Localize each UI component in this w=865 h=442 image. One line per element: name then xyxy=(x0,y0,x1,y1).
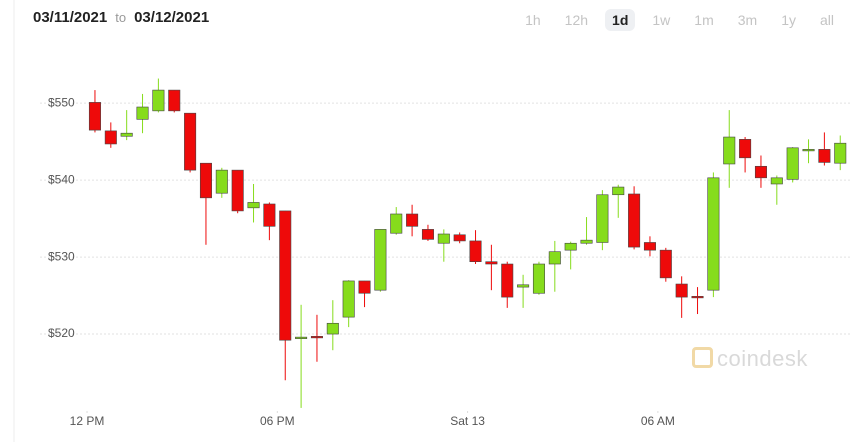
candle-body xyxy=(263,203,276,227)
range-button[interactable]: 1y xyxy=(781,12,796,28)
range-button[interactable]: 1h xyxy=(525,12,541,28)
candle-body xyxy=(326,322,339,335)
candle-body xyxy=(184,112,197,171)
candle-body xyxy=(707,177,720,291)
candle-body xyxy=(453,234,466,242)
x-tick-label: 12 PM xyxy=(70,414,105,428)
range-button[interactable]: 3m xyxy=(737,12,758,28)
candle-body xyxy=(754,165,767,179)
range-button[interactable]: 1w xyxy=(652,12,671,28)
candle-body xyxy=(358,280,371,294)
x-tick-label: Sat 13 xyxy=(450,414,485,428)
candle-body xyxy=(548,251,561,265)
candle-body xyxy=(580,239,593,244)
candle-body xyxy=(723,136,736,165)
candle-body xyxy=(295,336,308,339)
candle-body xyxy=(88,102,101,131)
date-range: 03/11/2021 to 03/12/2021 xyxy=(33,9,209,26)
candle-body xyxy=(786,147,799,180)
candle-body xyxy=(643,242,656,251)
y-tick-label: $550 xyxy=(48,95,75,109)
x-tick-label: 06 AM xyxy=(641,414,675,428)
candle-body xyxy=(342,280,355,318)
range-buttons: 1h 12h 1d 1w 1m 3m 1y all xyxy=(518,9,841,31)
candle-body xyxy=(501,263,514,298)
candle-body xyxy=(168,89,181,112)
start-date: 03/11/2021 xyxy=(33,9,108,26)
candle-body xyxy=(834,142,847,164)
candle-body xyxy=(691,296,704,299)
candle-body xyxy=(120,132,133,137)
candle-body xyxy=(199,162,212,199)
candle-body xyxy=(659,249,672,279)
range-button[interactable]: 1d xyxy=(605,9,636,31)
candle-body xyxy=(247,202,260,209)
candle-body xyxy=(152,89,165,112)
range-button[interactable]: 12h xyxy=(564,12,589,28)
candle-body xyxy=(770,177,783,185)
candle-body xyxy=(374,229,387,291)
candle-body xyxy=(818,149,831,163)
candle-body xyxy=(517,284,530,288)
watermark-icon xyxy=(692,347,713,368)
range-button[interactable]: all xyxy=(819,12,834,28)
watermark-text: coindesk xyxy=(717,346,808,371)
candle-body xyxy=(739,139,752,159)
candle-body xyxy=(612,186,625,196)
candle-body xyxy=(406,213,419,227)
candle-body xyxy=(421,229,434,240)
y-tick-label: $540 xyxy=(48,172,75,186)
candle-body xyxy=(437,233,450,244)
candle-body xyxy=(136,106,149,120)
candle-body xyxy=(485,261,498,265)
candle-body xyxy=(390,213,403,234)
candle-body xyxy=(469,240,482,263)
watermark: coindesk xyxy=(692,346,808,372)
candle-body xyxy=(532,263,545,294)
candle-body xyxy=(310,336,323,339)
candle-body xyxy=(104,130,117,145)
range-separator: to xyxy=(115,10,127,25)
candle-body xyxy=(231,169,244,212)
candle-body xyxy=(802,149,815,152)
candle-body xyxy=(675,283,688,298)
candle-body xyxy=(564,242,577,251)
x-tick-label: 06 PM xyxy=(260,414,295,428)
y-tick-label: $530 xyxy=(48,249,75,263)
candle-body xyxy=(596,194,609,243)
y-tick-label: $520 xyxy=(48,326,75,340)
candle-body xyxy=(279,210,292,341)
range-button[interactable]: 1m xyxy=(694,12,714,28)
candle-body xyxy=(215,169,228,194)
end-date: 03/12/2021 xyxy=(134,9,210,26)
candle-body xyxy=(628,193,641,248)
